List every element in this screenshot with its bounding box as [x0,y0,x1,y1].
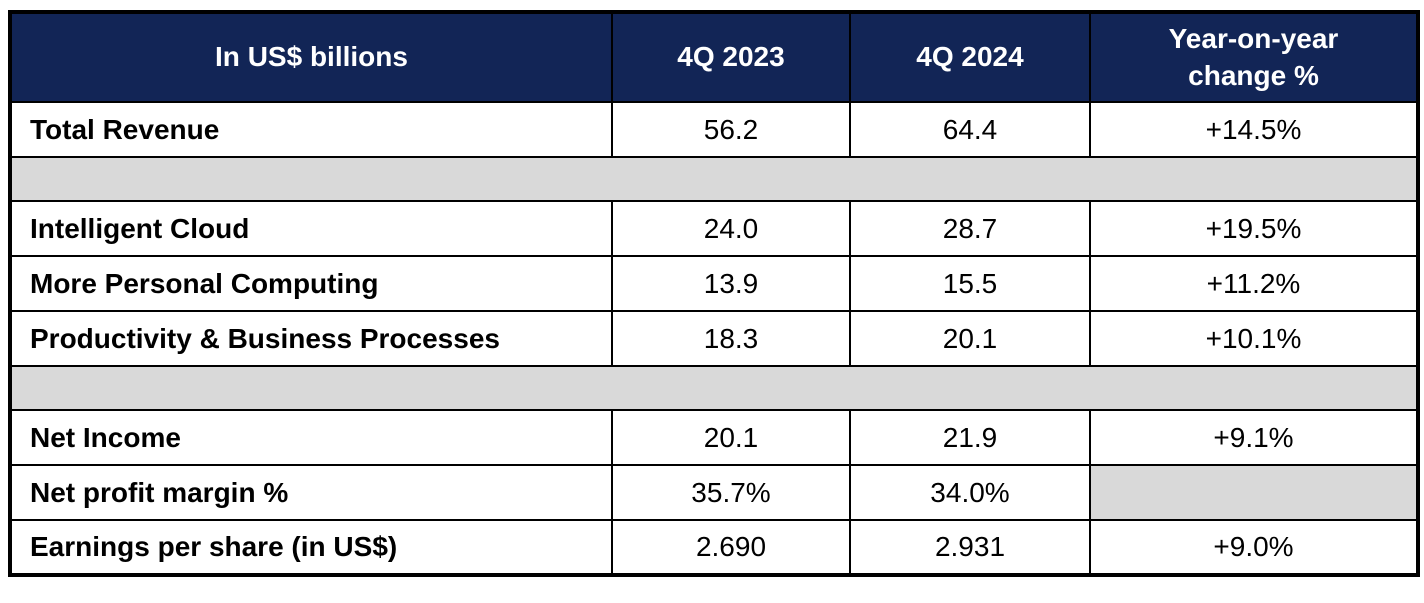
row-label: Total Revenue [9,101,613,158]
table-row-net-profit-margin: Net profit margin % 35.7% 34.0% [9,464,1419,521]
value-4q2023: 35.7% [611,464,851,521]
value-4q2024: 15.5 [849,255,1091,312]
value-4q2024: 34.0% [849,464,1091,521]
row-label: Net profit margin % [9,464,613,521]
row-label: Productivity & Business Processes [9,310,613,367]
value-yoy-empty [1089,464,1419,521]
value-4q2024: 2.931 [849,519,1091,576]
table-row-total-revenue: Total Revenue 56.2 64.4 +14.5% [9,101,1419,158]
value-4q2024: 20.1 [849,310,1091,367]
value-yoy: +19.5% [1089,200,1419,257]
value-4q2023: 2.690 [611,519,851,576]
page: In US$ billions 4Q 2023 4Q 2024 Year-on-… [8,10,1420,577]
spacer-band [9,156,1419,202]
value-yoy: +9.0% [1089,519,1419,576]
value-4q2024: 28.7 [849,200,1091,257]
value-4q2024: 64.4 [849,101,1091,158]
table-row-intelligent-cloud: Intelligent Cloud 24.0 28.7 +19.5% [9,200,1419,257]
spacer-band [9,365,1419,411]
spacer-row [9,365,1419,411]
value-4q2023: 24.0 [611,200,851,257]
header-cell-yoy-change: Year-on-year change % [1089,11,1419,103]
row-label: Earnings per share (in US$) [9,519,613,576]
value-4q2023: 13.9 [611,255,851,312]
row-label: Intelligent Cloud [9,200,613,257]
header-cell-units: In US$ billions [9,11,613,103]
financial-results-table: In US$ billions 4Q 2023 4Q 2024 Year-on-… [8,10,1420,577]
table-row-more-personal-computing: More Personal Computing 13.9 15.5 +11.2% [9,255,1419,312]
value-yoy: +9.1% [1089,409,1419,466]
value-4q2023: 20.1 [611,409,851,466]
table-row-productivity-business-processes: Productivity & Business Processes 18.3 2… [9,310,1419,367]
value-4q2024: 21.9 [849,409,1091,466]
header-cell-4q2024: 4Q 2024 [849,11,1091,103]
value-yoy: +14.5% [1089,101,1419,158]
value-yoy: +11.2% [1089,255,1419,312]
value-4q2023: 18.3 [611,310,851,367]
table-row-net-income: Net Income 20.1 21.9 +9.1% [9,409,1419,466]
spacer-row [9,156,1419,202]
header-cell-4q2023: 4Q 2023 [611,11,851,103]
value-4q2023: 56.2 [611,101,851,158]
table-row-earnings-per-share: Earnings per share (in US$) 2.690 2.931 … [9,519,1419,576]
row-label: Net Income [9,409,613,466]
header-row: In US$ billions 4Q 2023 4Q 2024 Year-on-… [9,11,1419,103]
value-yoy: +10.1% [1089,310,1419,367]
row-label: More Personal Computing [9,255,613,312]
